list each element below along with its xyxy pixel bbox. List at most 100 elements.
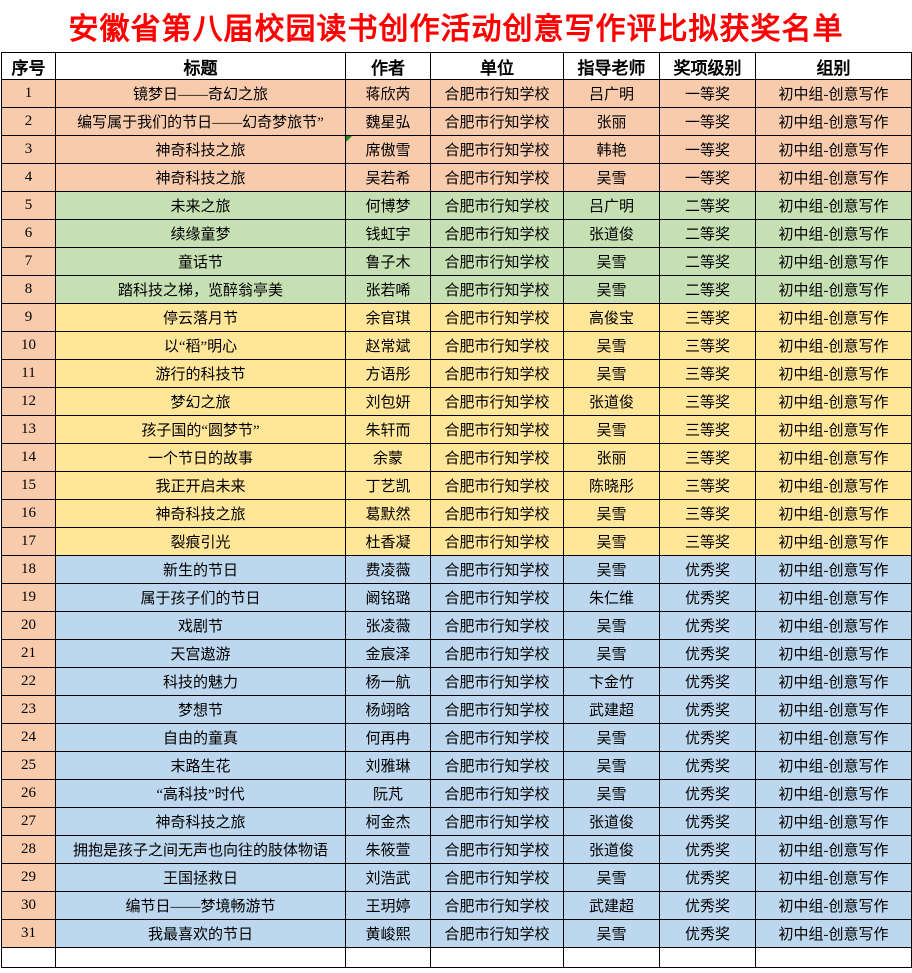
table-row: 15 我正开启未来 丁艺凯 合肥市行知学校 陈晓彤 三等奖 初中组-创意写作 xyxy=(1,471,912,500)
cell-unit: 合肥市行知学校 xyxy=(430,639,564,668)
table-row: 29 王国拯救日 刘浩武 合肥市行知学校 吴雪 优秀奖 初中组-创意写作 xyxy=(1,863,912,892)
cell-advisor: 吴雪 xyxy=(563,863,660,892)
table-row: 2 编写属于我们的节日——幻奇梦旅节” 魏星弘 合肥市行知学校 张丽 一等奖 初中组-创意写… xyxy=(1,107,912,136)
table-row: 6 续缘童梦 钱虹宇 合肥市行知学校 张道俊 二等奖 初中组-创意写作 xyxy=(1,219,912,248)
header-group: 组别 xyxy=(755,52,912,80)
cell-no: 25 xyxy=(1,751,56,780)
cell-unit: 合肥市行知学校 xyxy=(430,695,564,724)
cell-author: 刘雅琳 xyxy=(345,751,431,780)
empty-cell xyxy=(1,947,56,968)
cell-award: 优秀奖 xyxy=(659,723,756,752)
cell-author: 吴若希 xyxy=(345,163,431,192)
cell-group: 初中组-创意写作 xyxy=(755,891,912,920)
cell-author: 余官琪 xyxy=(345,303,431,332)
cell-no: 13 xyxy=(1,415,56,444)
header-title: 标题 xyxy=(55,52,346,80)
cell-unit: 合肥市行知学校 xyxy=(430,415,564,444)
cell-group: 初中组-创意写作 xyxy=(755,807,912,836)
cell-title: 神奇科技之旅 xyxy=(55,163,346,192)
cell-award: 一等奖 xyxy=(659,107,756,136)
table-row: 4 神奇科技之旅 吴若希 合肥市行知学校 吴雪 一等奖 初中组-创意写作 xyxy=(1,163,912,192)
cell-title: 编写属于我们的节日——幻奇梦旅节” xyxy=(55,107,346,136)
table-row: 8 踏科技之梯，览醉翁亭美 张若唏 合肥市行知学校 吴雪 二等奖 初中组-创意写作 xyxy=(1,275,912,304)
cell-no: 18 xyxy=(1,555,56,584)
cell-group: 初中组-创意写作 xyxy=(755,163,912,192)
table-row: 9 停云落月节 余官琪 合肥市行知学校 高俊宝 三等奖 初中组-创意写作 xyxy=(1,303,912,332)
cell-group: 初中组-创意写作 xyxy=(755,275,912,304)
cell-advisor: 张道俊 xyxy=(563,835,660,864)
cell-unit: 合肥市行知学校 xyxy=(430,135,564,164)
cell-group: 初中组-创意写作 xyxy=(755,415,912,444)
table-row: 5 未来之旅 何博梦 合肥市行知学校 吕广明 二等奖 初中组-创意写作 xyxy=(1,191,912,220)
cell-author: 杨一航 xyxy=(345,667,431,696)
cell-award: 优秀奖 xyxy=(659,863,756,892)
cell-no: 22 xyxy=(1,667,56,696)
cell-award: 二等奖 xyxy=(659,191,756,220)
cell-group: 初中组-创意写作 xyxy=(755,779,912,808)
empty-cell xyxy=(55,947,346,968)
header-advisor: 指导老师 xyxy=(563,52,660,80)
cell-advisor: 吴雪 xyxy=(563,331,660,360)
table-row: 10 以“稻”明心 赵常斌 合肥市行知学校 吴雪 三等奖 初中组-创意写作 xyxy=(1,331,912,360)
cell-author: 阮芃 xyxy=(345,779,431,808)
cell-unit: 合肥市行知学校 xyxy=(430,191,564,220)
cell-unit: 合肥市行知学校 xyxy=(430,863,564,892)
table-row: 19 属于孩子们的节日 阚铭璐 合肥市行知学校 朱仁维 优秀奖 初中组-创意写作 xyxy=(1,583,912,612)
cell-no: 31 xyxy=(1,919,56,948)
cell-unit: 合肥市行知学校 xyxy=(430,919,564,948)
cell-advisor: 吴雪 xyxy=(563,359,660,388)
table-row: 30 编节日——梦境畅游节 王玥婷 合肥市行知学校 武建超 优秀奖 初中组-创意写作 xyxy=(1,891,912,920)
cell-no: 14 xyxy=(1,443,56,472)
cell-unit: 合肥市行知学校 xyxy=(430,303,564,332)
cell-unit: 合肥市行知学校 xyxy=(430,667,564,696)
cell-unit: 合肥市行知学校 xyxy=(430,247,564,276)
cell-advisor: 陈晓彤 xyxy=(563,471,660,500)
cell-unit: 合肥市行知学校 xyxy=(430,443,564,472)
cell-title: 神奇科技之旅 xyxy=(55,499,346,528)
cell-award: 一等奖 xyxy=(659,163,756,192)
cell-award: 优秀奖 xyxy=(659,695,756,724)
cell-advisor: 吴雪 xyxy=(563,415,660,444)
table-row: 23 梦想节 杨翊晗 合肥市行知学校 武建超 优秀奖 初中组-创意写作 xyxy=(1,695,912,724)
cell-title: 童话节 xyxy=(55,247,346,276)
cell-award: 优秀奖 xyxy=(659,779,756,808)
awards-table: 序号 标题 作者 单位 指导老师 奖项级别 组别 1 镜梦日——奇幻之旅 蒋欣芮 合肥… xyxy=(1,52,912,968)
empty-cell xyxy=(430,947,564,968)
cell-advisor: 张丽 xyxy=(563,443,660,472)
cell-award: 三等奖 xyxy=(659,415,756,444)
cell-author: 张凌薇 xyxy=(345,611,431,640)
cell-no: 7 xyxy=(1,247,56,276)
table-row: 28 拥抱是孩子之间无声也向往的肢体物语 朱筱萱 合肥市行知学校 张道俊 优秀奖 初中组-创… xyxy=(1,835,912,864)
table-row: 27 神奇科技之旅 柯金杰 合肥市行知学校 张道俊 优秀奖 初中组-创意写作 xyxy=(1,807,912,836)
cell-title: 以“稻”明心 xyxy=(55,331,346,360)
cell-unit: 合肥市行知学校 xyxy=(430,275,564,304)
cell-group: 初中组-创意写作 xyxy=(755,835,912,864)
cell-title: 天宫遨游 xyxy=(55,639,346,668)
table-row: 12 梦幻之旅 刘包妍 合肥市行知学校 张道俊 三等奖 初中组-创意写作 xyxy=(1,387,912,416)
cell-advisor: 朱仁维 xyxy=(563,583,660,612)
cell-no: 29 xyxy=(1,863,56,892)
header-award-level: 奖项级别 xyxy=(659,52,756,80)
cell-title: 梦想节 xyxy=(55,695,346,724)
cell-advisor: 武建超 xyxy=(563,695,660,724)
cell-award: 优秀奖 xyxy=(659,639,756,668)
table-row: 18 新生的节日 费凌薇 合肥市行知学校 吴雪 优秀奖 初中组-创意写作 xyxy=(1,555,912,584)
cell-author: 张若唏 xyxy=(345,275,431,304)
cell-title: 属于孩子们的节日 xyxy=(55,583,346,612)
cell-group: 初中组-创意写作 xyxy=(755,583,912,612)
cell-unit: 合肥市行知学校 xyxy=(430,891,564,920)
cell-author: 席傲雪 xyxy=(345,135,431,164)
cell-title: 科技的魅力 xyxy=(55,667,346,696)
cell-unit: 合肥市行知学校 xyxy=(430,835,564,864)
cell-award: 优秀奖 xyxy=(659,919,756,948)
cell-unit: 合肥市行知学校 xyxy=(430,79,564,108)
cell-group: 初中组-创意写作 xyxy=(755,499,912,528)
cell-group: 初中组-创意写作 xyxy=(755,751,912,780)
cell-unit: 合肥市行知学校 xyxy=(430,107,564,136)
cell-author: 赵常斌 xyxy=(345,331,431,360)
cell-title: 神奇科技之旅 xyxy=(55,807,346,836)
cell-group: 初中组-创意写作 xyxy=(755,611,912,640)
cell-no: 4 xyxy=(1,163,56,192)
cell-group: 初中组-创意写作 xyxy=(755,135,912,164)
